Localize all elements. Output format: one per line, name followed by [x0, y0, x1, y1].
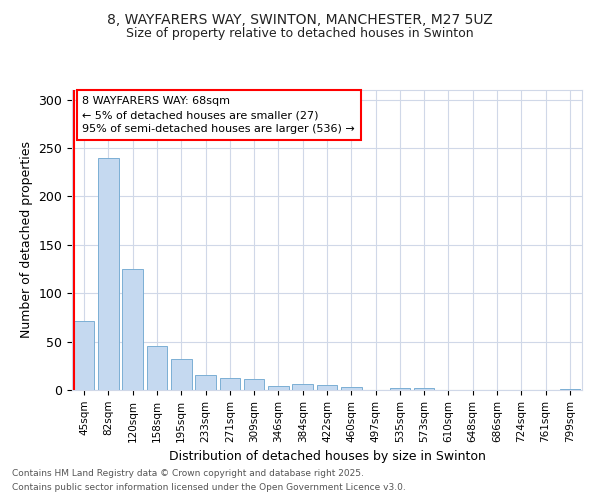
- Bar: [98, 158, 119, 390]
- Text: Size of property relative to detached houses in Swinton: Size of property relative to detached ho…: [126, 28, 474, 40]
- Bar: [195, 374, 216, 390]
- X-axis label: Distribution of detached houses by size in Swinton: Distribution of detached houses by size …: [169, 450, 485, 463]
- Bar: [122, 269, 143, 390]
- Text: 8 WAYFARERS WAY: 68sqm
← 5% of detached houses are smaller (27)
95% of semi-deta: 8 WAYFARERS WAY: 68sqm ← 5% of detached …: [82, 96, 355, 134]
- Text: Contains public sector information licensed under the Open Government Licence v3: Contains public sector information licen…: [12, 484, 406, 492]
- Bar: [74, 322, 94, 390]
- Bar: [244, 380, 265, 390]
- Y-axis label: Number of detached properties: Number of detached properties: [20, 142, 33, 338]
- Bar: [171, 359, 191, 390]
- Bar: [414, 388, 434, 390]
- Bar: [389, 388, 410, 390]
- Bar: [220, 378, 240, 390]
- Bar: [292, 384, 313, 390]
- Bar: [268, 386, 289, 390]
- Bar: [146, 346, 167, 390]
- Bar: [560, 389, 580, 390]
- Text: 8, WAYFARERS WAY, SWINTON, MANCHESTER, M27 5UZ: 8, WAYFARERS WAY, SWINTON, MANCHESTER, M…: [107, 12, 493, 26]
- Bar: [317, 385, 337, 390]
- Bar: [341, 387, 362, 390]
- Text: Contains HM Land Registry data © Crown copyright and database right 2025.: Contains HM Land Registry data © Crown c…: [12, 468, 364, 477]
